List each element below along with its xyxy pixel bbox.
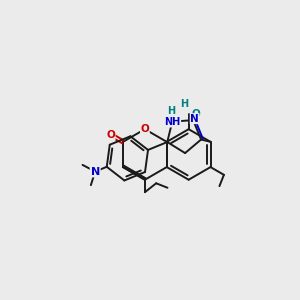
Text: H: H bbox=[167, 106, 175, 116]
Text: O: O bbox=[191, 109, 200, 119]
Text: O: O bbox=[106, 130, 115, 140]
Text: N: N bbox=[190, 114, 199, 124]
Text: O: O bbox=[140, 124, 149, 134]
Text: N: N bbox=[91, 167, 100, 176]
Text: NH: NH bbox=[164, 117, 180, 127]
Text: H: H bbox=[180, 99, 188, 109]
